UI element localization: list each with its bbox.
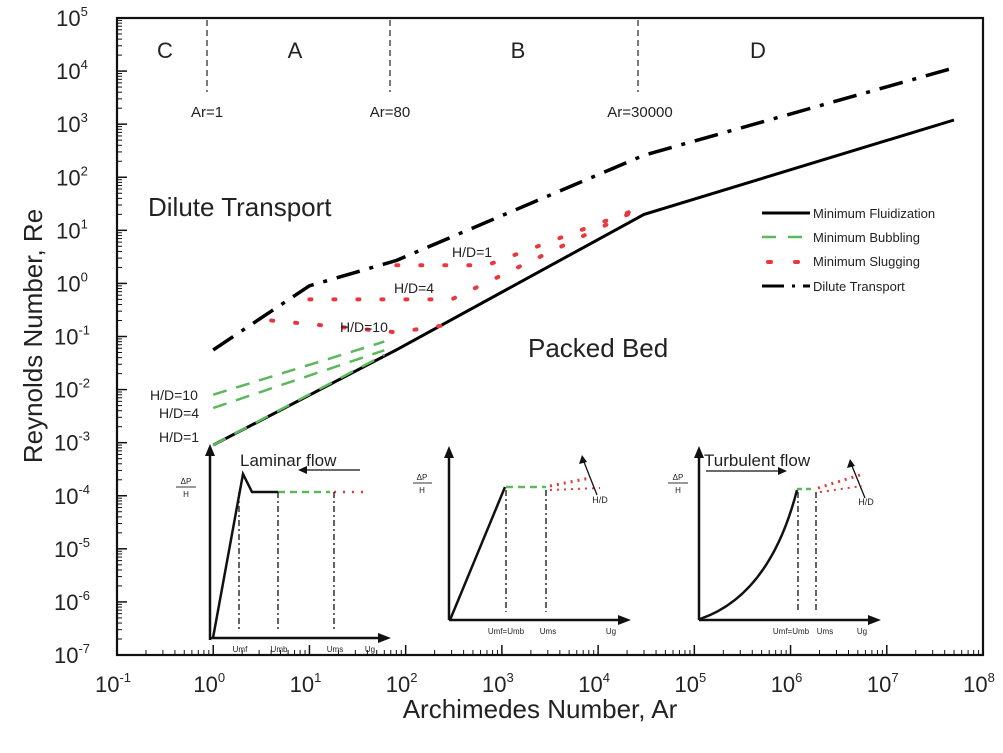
y-tick-label: 103 [56,110,88,137]
y-tick-label: 105 [56,4,88,31]
x-tick-label: 104 [578,670,610,697]
inset2-hd-arrow-icon [579,455,587,464]
inset2-pressure-curve [448,486,507,621]
inset3-hd-label: H/D [858,497,874,507]
y-tick-label: 10-4 [54,482,90,509]
region-dilute-transport: Dilute Transport [148,192,332,222]
inset3-slugging-segment-b [819,485,863,493]
regime-markers [206,20,639,92]
inset1-pressure-curve [211,470,278,639]
inset3-hd-arrow [851,465,866,499]
legend-label-slugging: Minimum Slugging [813,254,920,269]
inset3-xlabel-umf-umb: Umf=Umb [773,627,810,636]
inset3-flow-arrow-icon [778,467,787,475]
region-packed-bed: Packed Bed [528,333,668,363]
y-tick-label: 10-6 [54,588,90,615]
inset1-xlabel-ug: Ug [365,645,375,654]
x-axis-title: Archimedes Number, Ar [403,694,678,724]
x-tick-label: 108 [963,670,995,697]
inset2-xlabel-ums: Ums [540,627,556,636]
inset3-x-arrow-icon [868,615,881,625]
inset2-slugging-segment-b [549,487,601,491]
inset1-ylabel-top: ΔP [181,477,192,486]
inset2-xlabel-umf-umb: Umf=Umb [488,627,525,636]
inset1-flow-arrow-icon [298,466,307,474]
x-tick-label: 107 [867,670,899,697]
series-minimum-bubbling-hd1 [212,353,385,447]
legend: Minimum Fluidization Minimum Bubbling Mi… [762,206,935,294]
region-c: C [157,38,173,63]
slugging-hd10-label: H/D=10 [340,319,388,335]
inset2-slugging-segment [549,476,591,488]
y-axis-title: Reynolds Number, Re [18,209,48,463]
legend-label-bubbling: Minimum Bubbling [813,230,920,245]
inset3-title: Turbulent flow [704,451,811,470]
y-tick-label: 101 [56,216,88,243]
inset3-hd-arrow-icon [847,459,855,468]
label-ar30000: Ar=30000 [607,104,672,121]
y-tick-label: 10-2 [54,376,90,403]
inset2-hd-label: H/D [592,495,608,505]
inset3-ylabel-top: ΔP [673,473,684,482]
data-series [212,66,955,447]
x-tick-label: 106 [771,670,803,697]
region-d: D [750,38,766,63]
axis-tick-labels: 10-1 100 101 102 103 104 105 106 107 108 10-7 10-6 1… [54,4,995,697]
inset1-xlabel-umf: Umf [233,645,248,654]
x-tick-label: 101 [290,670,322,697]
y-tick-label: 10-7 [54,641,90,668]
inset2-xlabel-ug: Ug [606,627,616,636]
inset2-ylabel-top: ΔP [417,473,428,482]
inset1-xlabel-ums: Ums [327,645,343,654]
inset2-x-arrow-icon [618,615,631,625]
bubbling-hd1-label: H/D=1 [159,429,199,445]
inset3-slugging-segment [817,473,861,490]
region-b: B [511,38,526,63]
inset3-y-arrow-icon [694,446,704,458]
legend-label-dilute: Dilute Transport [813,279,905,294]
x-tick-label: 100 [193,670,225,697]
y-tick-label: 10-5 [54,535,90,562]
label-ar80: Ar=80 [370,104,410,121]
inset1-ylabel-bottom: H [183,490,189,499]
y-tick-label: 102 [56,163,88,190]
inset3-xlabel-ug: Ug [857,627,867,636]
inset3-ylabel-bottom: H [675,486,681,495]
slugging-hd1-label: H/D=1 [452,244,492,260]
series-minimum-bubbling-hd10 [212,340,385,396]
inset2-y-arrow-icon [444,446,454,458]
inset1-title: Laminar flow [240,451,337,470]
inset2-hd-arrow [583,461,598,496]
inset2-ylabel-bottom: H [419,486,425,495]
series-minimum-slugging-hd4 [307,204,646,302]
inset3-xlabel-ums: Ums [817,627,833,636]
region-a: A [288,38,303,63]
inset3-pressure-curve [699,489,799,621]
inset1-x-arrow-icon [378,633,391,643]
series-dilute-transport [212,66,955,352]
bubbling-hd4-label: H/D=4 [159,405,199,421]
axis-ticks [116,17,984,656]
y-tick-label: 100 [56,269,88,296]
inset-laminar [205,444,391,643]
inset-turbulent [694,446,881,625]
x-tick-label: 105 [674,670,706,697]
inset1-xlabel-umb: Umb [271,645,288,654]
y-tick-label: 10-1 [54,323,90,350]
label-ar1: Ar=1 [191,104,223,121]
x-tick-label: 102 [386,670,418,697]
legend-label-fluidization: Minimum Fluidization [813,206,935,221]
slugging-hd4-label: H/D=4 [394,280,434,296]
y-tick-label: 10-3 [54,429,90,456]
inset-intermediate [444,446,631,625]
inset1-y-arrow-icon [205,444,215,456]
x-tick-label: 103 [482,670,514,697]
bubbling-hd10-label: H/D=10 [150,387,198,403]
series-minimum-bubbling-hd4 [212,349,385,410]
y-tick-label: 104 [56,57,88,84]
x-tick-label: 10-1 [95,670,131,697]
